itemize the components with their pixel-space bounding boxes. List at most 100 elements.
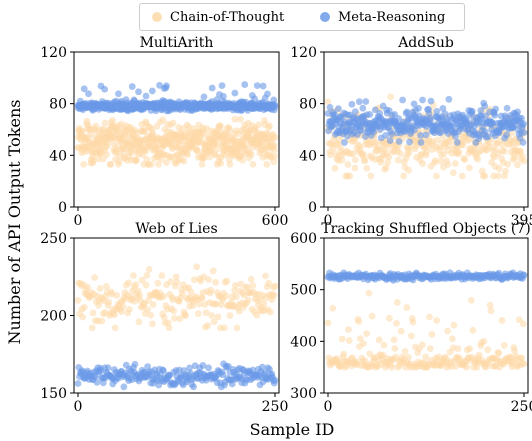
x-tick-label: 395 bbox=[511, 213, 532, 229]
cot-point bbox=[351, 156, 359, 164]
cot-point bbox=[391, 345, 399, 352]
cot-point bbox=[107, 160, 115, 168]
cot-point bbox=[346, 172, 354, 180]
cot-point bbox=[249, 282, 257, 289]
cot-point bbox=[367, 172, 375, 180]
plot-frame bbox=[323, 51, 529, 208]
cot-point bbox=[176, 315, 184, 323]
cot-point bbox=[208, 312, 216, 319]
meta-point bbox=[453, 139, 461, 146]
meta-point bbox=[399, 96, 407, 104]
cot-point bbox=[270, 146, 278, 154]
legend-item-meta-reasoning: Meta-Reasoning bbox=[320, 4, 445, 30]
cot-point bbox=[138, 276, 146, 284]
subplot-title: MultiArith bbox=[140, 35, 214, 51]
meta-point bbox=[208, 84, 216, 92]
cot-point bbox=[484, 346, 492, 354]
meta-point bbox=[148, 87, 156, 95]
meta-point bbox=[190, 383, 197, 391]
cot-point bbox=[356, 335, 364, 343]
meta-point bbox=[385, 107, 393, 114]
cot-point bbox=[380, 341, 388, 349]
meta-point bbox=[357, 127, 365, 135]
x-tick-label: 250 bbox=[262, 399, 289, 415]
meta-point bbox=[85, 90, 92, 98]
meta-point bbox=[160, 367, 167, 375]
cot-point bbox=[136, 291, 144, 299]
meta-point bbox=[231, 89, 239, 97]
cot-point bbox=[167, 278, 174, 286]
cot-point bbox=[400, 172, 408, 180]
cot-point bbox=[193, 263, 201, 271]
cot-point bbox=[475, 351, 483, 359]
y-tick-label: 600 bbox=[290, 231, 317, 247]
cot-point bbox=[419, 160, 426, 168]
cot-point bbox=[405, 166, 412, 174]
cot-point bbox=[213, 140, 220, 147]
meta-point bbox=[359, 104, 367, 112]
cot-point bbox=[466, 345, 474, 352]
cot-point bbox=[171, 314, 178, 322]
cot-point bbox=[74, 297, 82, 304]
cot-point bbox=[500, 341, 508, 349]
cot-point bbox=[193, 147, 201, 155]
legend-label-chain-of-thought: Chain-of-Thought bbox=[170, 9, 285, 25]
cot-point bbox=[159, 116, 167, 124]
cot-point bbox=[169, 119, 177, 127]
cot-point bbox=[243, 283, 251, 291]
meta-point bbox=[382, 131, 390, 139]
cot-point bbox=[461, 156, 469, 163]
meta-point bbox=[241, 81, 249, 88]
meta-point bbox=[481, 128, 489, 136]
meta-point bbox=[520, 271, 528, 279]
cot-point bbox=[84, 283, 91, 291]
cot-point bbox=[170, 307, 178, 315]
cot-point bbox=[360, 340, 367, 347]
cot-point bbox=[103, 151, 111, 159]
y-tick-label: 400 bbox=[290, 334, 317, 350]
cot-point bbox=[101, 119, 109, 127]
cot-point bbox=[260, 300, 268, 308]
cot-point bbox=[423, 148, 430, 156]
cot-point bbox=[223, 277, 231, 285]
cot-point bbox=[331, 164, 339, 172]
cot-point bbox=[498, 317, 506, 324]
x-tick-label: 0 bbox=[74, 213, 83, 229]
cot-point bbox=[271, 133, 279, 141]
cot-point bbox=[355, 318, 363, 325]
cot-point bbox=[145, 265, 153, 273]
cot-point bbox=[231, 115, 239, 123]
cot-point bbox=[514, 161, 521, 169]
cot-point bbox=[422, 353, 430, 361]
cot-point bbox=[366, 350, 374, 358]
meta-point bbox=[93, 378, 101, 386]
meta-point bbox=[370, 128, 378, 136]
meta-point bbox=[251, 95, 259, 103]
meta-point bbox=[468, 107, 476, 115]
cot-point bbox=[500, 147, 508, 155]
cot-point bbox=[226, 312, 234, 319]
legend-label-meta-reasoning: Meta-Reasoning bbox=[338, 9, 446, 25]
meta-point bbox=[433, 107, 441, 115]
meta-point bbox=[445, 95, 453, 103]
meta-point bbox=[417, 131, 424, 139]
cot-point bbox=[255, 121, 262, 129]
cot-point bbox=[270, 291, 278, 299]
cot-point bbox=[393, 319, 400, 327]
meta-point bbox=[258, 363, 266, 371]
cot-point bbox=[247, 275, 255, 283]
cot-point bbox=[226, 160, 234, 168]
meta-point bbox=[264, 90, 271, 98]
cot-point bbox=[110, 311, 118, 319]
meta-point bbox=[115, 90, 122, 98]
cot-point bbox=[179, 289, 186, 297]
cot-point bbox=[149, 301, 157, 308]
meta-point bbox=[331, 111, 338, 119]
x-axis-label: Sample ID bbox=[250, 420, 335, 439]
subplot-addsub: AddSub 0 40 80 120 0 395 bbox=[290, 35, 532, 229]
cot-point bbox=[80, 160, 87, 168]
cot-point bbox=[119, 303, 127, 311]
meta-point bbox=[386, 137, 394, 144]
meta-point bbox=[351, 108, 359, 116]
